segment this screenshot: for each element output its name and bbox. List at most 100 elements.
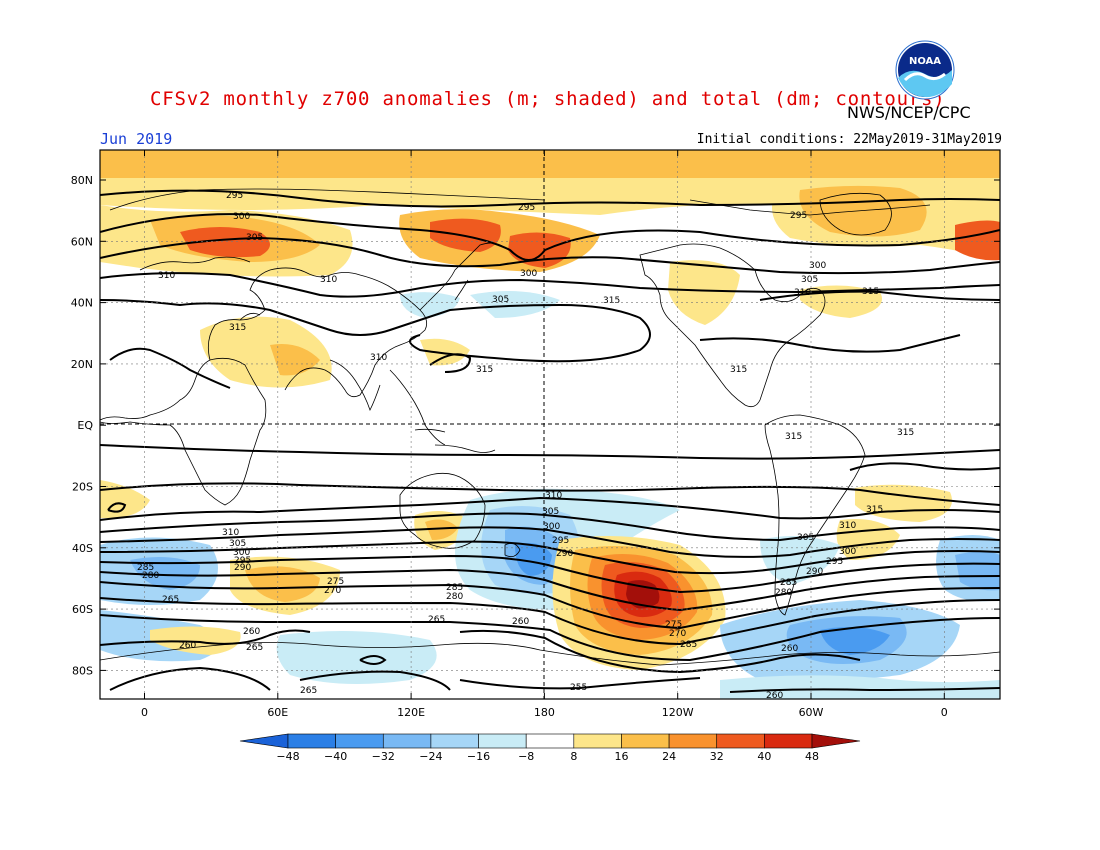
agency-label: NWS/NCEP/CPC — [847, 103, 971, 122]
contour-label: 290 — [806, 567, 823, 577]
contour-label: 305 — [542, 507, 559, 517]
map-title: CFSv2 monthly z700 anomalies (m; shaded)… — [150, 88, 946, 110]
lon-label: 120W — [662, 706, 694, 719]
lat-label: EQ — [77, 419, 93, 432]
contour-label: 315 — [862, 287, 879, 297]
colorbar-box — [382, 733, 432, 749]
reference-lines — [100, 150, 1000, 699]
contour-label: 295 — [790, 211, 807, 221]
contour-label: 310 — [545, 491, 562, 501]
lon-label: 60W — [799, 706, 824, 719]
colorbar-tick-label: 16 — [614, 750, 628, 763]
colorbar-tick-label: −24 — [419, 750, 442, 763]
contour-label: 280 — [446, 592, 463, 602]
contour-label: 315 — [229, 323, 246, 333]
colorbar-box — [335, 733, 384, 749]
contour-label: 260 — [512, 617, 529, 627]
contour-label: 305 — [797, 533, 814, 543]
colorbar-box — [668, 733, 718, 749]
contour-label: 305 — [492, 295, 509, 305]
contour-label: 285 — [137, 563, 154, 573]
contour-label: 265 — [300, 686, 317, 696]
colorbar-box — [478, 733, 527, 749]
contour-label: 275 — [327, 577, 344, 587]
contour-label: 295 — [552, 536, 569, 546]
contour-label: 295 — [226, 191, 243, 201]
colorbar-tick-label: 8 — [570, 750, 577, 763]
contour-label: 310 — [158, 271, 175, 281]
lon-label: 120E — [397, 706, 425, 719]
colorbar-tick-label: −8 — [518, 750, 534, 763]
contour-label: 265 — [246, 643, 263, 653]
contour-label: 315 — [603, 296, 620, 306]
contour-label: 300 — [233, 212, 250, 222]
contour-label: 300 — [839, 547, 856, 557]
contour-label: 260 — [781, 644, 798, 654]
noaa-logo: NOAA — [895, 40, 955, 100]
contour-label: 270 — [669, 629, 686, 639]
contour-label: 260 — [766, 691, 783, 701]
contour-label: 310 — [320, 275, 337, 285]
contour-label: 300 — [233, 548, 250, 558]
lat-label: 20S — [72, 481, 93, 494]
colorbar-tick-label: −32 — [372, 750, 395, 763]
contour-label: 315 — [866, 505, 883, 515]
colorbar-box — [525, 733, 575, 749]
contour-label: 270 — [324, 586, 341, 596]
lon-label: 0 — [141, 706, 148, 719]
contour-label: 305 — [246, 233, 263, 243]
lat-label: 60S — [72, 603, 93, 616]
contour-label: 310 — [794, 288, 811, 298]
latitude-axis: 80N 60N 40N 20N EQ 20S 40S 60S 80S — [71, 174, 1000, 677]
lat-label: 80S — [72, 664, 93, 677]
contour-label: 315 — [476, 365, 493, 375]
colorbar-box — [716, 733, 765, 749]
colorbar-box — [430, 733, 479, 749]
contour-label: 315 — [730, 365, 747, 375]
contour-label: 275 — [665, 620, 682, 630]
contour-label: 300 — [809, 261, 826, 271]
contour-label: 315 — [897, 428, 914, 438]
lat-label: 80N — [71, 174, 93, 187]
lon-label: 180 — [534, 706, 555, 719]
colorbar-box — [764, 733, 813, 749]
lat-label: 60N — [71, 235, 93, 248]
colorbar-arrow-high — [811, 733, 861, 749]
colorbar-tick-label: 48 — [805, 750, 819, 763]
initial-conditions: Initial conditions: 22May2019-31May2019 — [696, 132, 1002, 147]
lat-label: 20N — [71, 358, 93, 371]
contour-label: 285 — [446, 583, 463, 593]
contour-label: 305 — [801, 275, 818, 285]
contour-labels: 295 300 305 310 315 310 310 295 300 305 … — [137, 191, 914, 701]
contour-label: 300 — [520, 269, 537, 279]
colorbar-box — [573, 733, 622, 749]
lon-label: 60E — [267, 706, 288, 719]
contour-label: 295 — [518, 203, 535, 213]
contour-label: 315 — [785, 432, 802, 442]
height-contours — [100, 189, 1000, 693]
colorbar-arrow-low — [239, 733, 289, 749]
map-frame — [99, 149, 1001, 700]
colorbar-tick-label: 40 — [757, 750, 771, 763]
contour-label: 265 — [162, 595, 179, 605]
contour-label: 285 — [680, 640, 697, 650]
forecast-month: Jun 2019 — [100, 130, 173, 148]
longitude-axis: 0 60E 120E 180 120W 60W 0 — [141, 150, 948, 719]
noaa-logo-text: NOAA — [909, 56, 941, 67]
contour-label: 265 — [428, 615, 445, 625]
contour-label: 300 — [543, 522, 560, 532]
colorbar-box — [621, 733, 670, 749]
contour-label: 260 — [179, 641, 196, 651]
contour-label: 295 — [826, 557, 843, 567]
contour-label: 290 — [234, 563, 251, 573]
contour-label: 280 — [775, 588, 792, 598]
contour-label: 290 — [556, 549, 573, 559]
colorbar-tick-label: 32 — [710, 750, 724, 763]
contour-label: 310 — [370, 353, 387, 363]
colorbar-tick-label: −48 — [276, 750, 299, 763]
colorbar-tick-label: 24 — [662, 750, 676, 763]
contour-label: 305 — [229, 539, 246, 549]
lon-label: 0 — [941, 706, 948, 719]
lat-label: 40N — [71, 297, 93, 310]
